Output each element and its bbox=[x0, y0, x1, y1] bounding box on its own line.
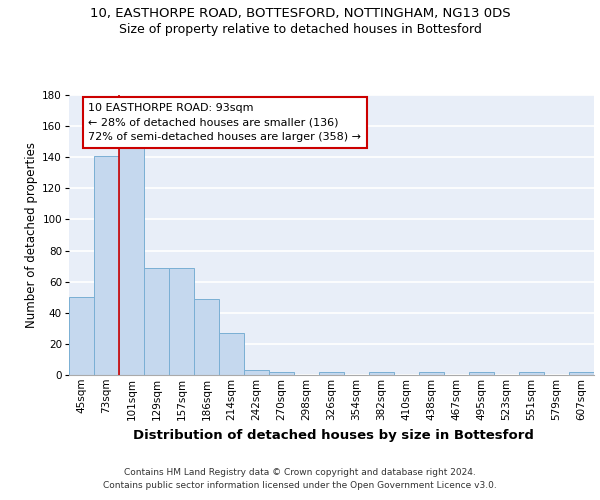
Text: Contains HM Land Registry data © Crown copyright and database right 2024.: Contains HM Land Registry data © Crown c… bbox=[124, 468, 476, 477]
Text: 10 EASTHORPE ROAD: 93sqm
← 28% of detached houses are smaller (136)
72% of semi-: 10 EASTHORPE ROAD: 93sqm ← 28% of detach… bbox=[89, 103, 361, 142]
Bar bbox=[244, 370, 269, 375]
Bar bbox=[69, 297, 94, 375]
Bar bbox=[419, 372, 444, 375]
Bar bbox=[469, 372, 494, 375]
Bar bbox=[194, 299, 219, 375]
Text: Distribution of detached houses by size in Bottesford: Distribution of detached houses by size … bbox=[133, 428, 533, 442]
Bar bbox=[369, 372, 394, 375]
Bar bbox=[169, 268, 194, 375]
Text: 10, EASTHORPE ROAD, BOTTESFORD, NOTTINGHAM, NG13 0DS: 10, EASTHORPE ROAD, BOTTESFORD, NOTTINGH… bbox=[89, 8, 511, 20]
Bar bbox=[119, 148, 144, 375]
Text: Size of property relative to detached houses in Bottesford: Size of property relative to detached ho… bbox=[119, 22, 481, 36]
Y-axis label: Number of detached properties: Number of detached properties bbox=[25, 142, 38, 328]
Bar bbox=[94, 156, 119, 375]
Bar bbox=[269, 372, 294, 375]
Bar bbox=[144, 268, 169, 375]
Bar bbox=[219, 333, 244, 375]
Bar bbox=[319, 372, 344, 375]
Bar bbox=[519, 372, 544, 375]
Text: Contains public sector information licensed under the Open Government Licence v3: Contains public sector information licen… bbox=[103, 480, 497, 490]
Bar bbox=[569, 372, 594, 375]
